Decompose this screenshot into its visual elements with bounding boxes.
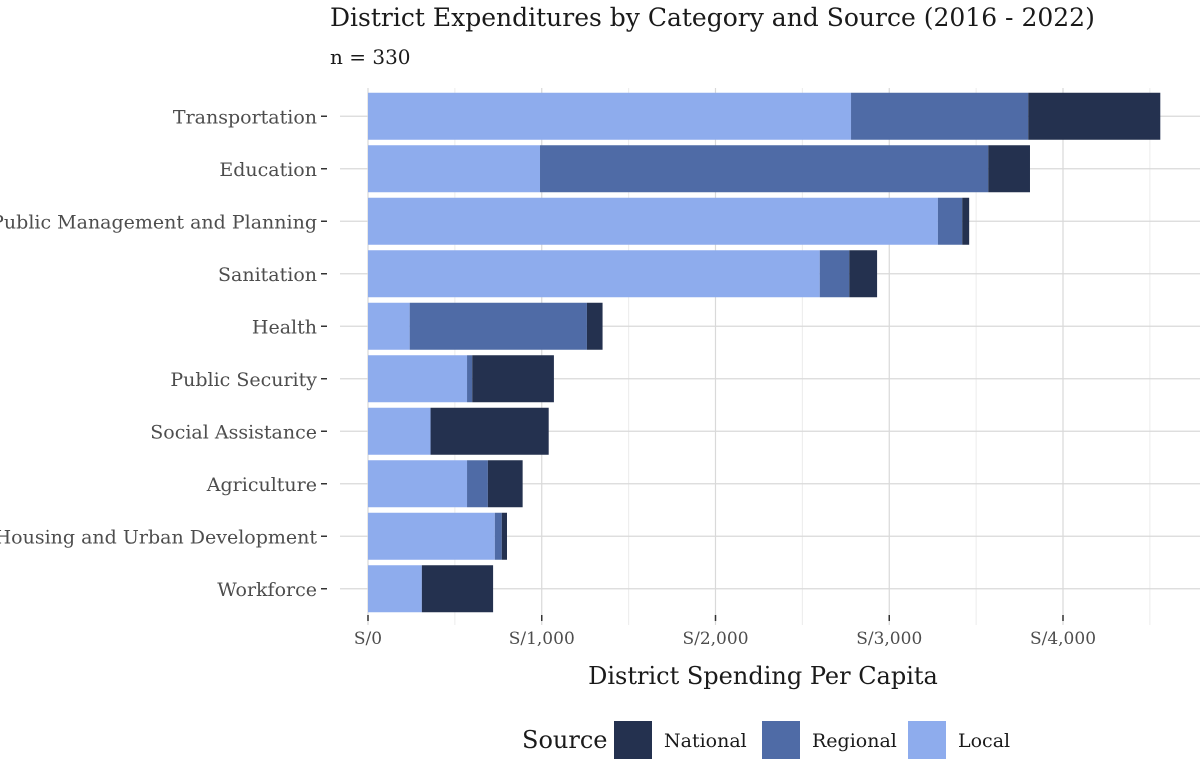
chart-title: District Expenditures by Category and So… bbox=[330, 3, 1095, 32]
x-axis-title: District Spending Per Capita bbox=[588, 662, 938, 690]
chart-subtitle: n = 330 bbox=[330, 45, 411, 69]
category-label: Agriculture bbox=[206, 474, 317, 496]
x-tick-label: S/1,000 bbox=[509, 629, 575, 649]
bar-segment-regional: Transportation — Regional: 1020 bbox=[851, 92, 1029, 140]
category-label: Public Management and Planning bbox=[0, 211, 317, 233]
category-axis: Transportation Education Public Management… bbox=[0, 106, 327, 601]
legend-label-national: National bbox=[664, 730, 747, 752]
x-tick-label: S/0 bbox=[354, 629, 382, 649]
legend-swatch-local bbox=[908, 721, 946, 759]
bar-segment-local: Public Management and Planning — Local: … bbox=[368, 197, 938, 245]
category-label: Transportation bbox=[173, 106, 317, 128]
category-label: Health bbox=[252, 316, 317, 338]
legend-label-local: Local bbox=[958, 730, 1010, 752]
bar-segment-local: Public Security — Local: 570 bbox=[368, 355, 468, 403]
bar-segment-regional: Agriculture — Regional: 120 bbox=[467, 460, 488, 508]
legend-label-regional: Regional bbox=[812, 730, 897, 752]
bar-segment-national: Public Management and Planning — Nationa… bbox=[962, 197, 970, 245]
bar-segment-local: Sanitation — Local: 2600 bbox=[368, 250, 820, 298]
bar-segment-local: Social Assistance — Local: 360 bbox=[368, 407, 431, 455]
bar-segment-local: Education — Local: 990 bbox=[368, 145, 541, 193]
bar-segment-national: Social Assistance — National: 680 bbox=[430, 407, 549, 455]
bar-segment-regional: Sanitation — Regional: 170 bbox=[819, 250, 850, 298]
category-label: Workforce bbox=[217, 579, 317, 601]
bars: Transportation — Local: 2780Transportati… bbox=[368, 92, 1161, 613]
bar-segment-national: Public Security — National: 470 bbox=[472, 355, 554, 403]
bar-segment-national: Housing and Urban Development — National… bbox=[501, 512, 507, 560]
bar-segment-national: Transportation — National: 760 bbox=[1028, 92, 1161, 140]
category-label: Housing and Urban Development bbox=[0, 526, 317, 548]
legend-swatch-national bbox=[614, 721, 652, 759]
bar-segment-national: Workforce — National: 410 bbox=[421, 565, 494, 613]
bar-segment-national: Health — National: 90 bbox=[586, 302, 603, 350]
legend-title: Source bbox=[522, 726, 607, 754]
x-tick-label: S/2,000 bbox=[682, 629, 748, 649]
bar-segment-regional: Public Security — Regional: 30 bbox=[467, 355, 473, 403]
bar-segment-regional: Housing and Urban Development — Regional… bbox=[494, 512, 502, 560]
value-axis: S/0 S/1,000 S/2,000 S/3,000 S/4,000 bbox=[354, 615, 1096, 649]
bar-segment-regional: Public Management and Planning — Regiona… bbox=[937, 197, 963, 245]
category-label: Public Security bbox=[170, 369, 317, 391]
bar-segment-regional: Health — Regional: 1020 bbox=[409, 302, 587, 350]
x-tick-label: S/4,000 bbox=[1030, 629, 1096, 649]
bar-segment-local: Housing and Urban Development — Local: 7… bbox=[368, 512, 495, 560]
category-label: Sanitation bbox=[218, 264, 317, 286]
legend: Source National Regional Local bbox=[522, 721, 1010, 759]
bar-segment-national: Education — National: 240 bbox=[988, 145, 1030, 193]
x-tick-label: S/3,000 bbox=[856, 629, 922, 649]
bar-segment-local: Agriculture — Local: 570 bbox=[368, 460, 468, 508]
bar-segment-local: Health — Local: 240 bbox=[368, 302, 410, 350]
bar-segment-local: Transportation — Local: 2780 bbox=[368, 92, 852, 140]
category-label: Social Assistance bbox=[150, 421, 317, 443]
bar-segment-local: Workforce — Local: 310 bbox=[368, 565, 422, 613]
legend-swatch-regional bbox=[762, 721, 800, 759]
bar-segment-regional: Education — Regional: 2580 bbox=[540, 145, 989, 193]
category-label: Education bbox=[219, 159, 317, 181]
bar-segment-national: Agriculture — National: 200 bbox=[487, 460, 523, 508]
bar-segment-national: Sanitation — National: 160 bbox=[849, 250, 878, 298]
